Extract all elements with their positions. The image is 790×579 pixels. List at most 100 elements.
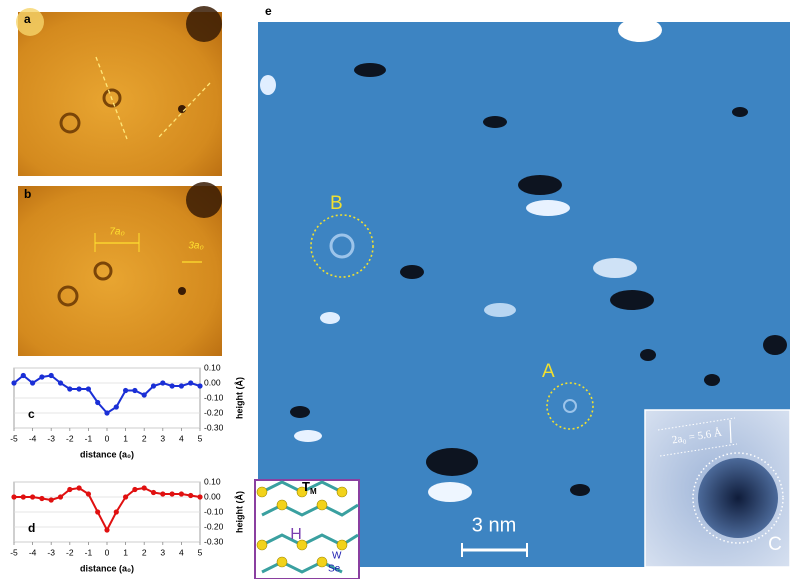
- atom: [257, 487, 267, 497]
- bright-defect: [593, 258, 637, 278]
- data-point: [104, 527, 109, 532]
- dark-defect: [354, 63, 386, 77]
- bright-defect: [484, 303, 516, 317]
- x-tick-label: -1: [85, 433, 93, 443]
- x-axis-label: distance (a₀): [80, 563, 134, 573]
- y-tick-label: -0.30: [204, 422, 224, 432]
- x-tick-label: 2: [142, 547, 147, 557]
- y-axis-label: height (Å): [234, 491, 244, 533]
- data-point: [142, 392, 147, 397]
- atom: [317, 500, 327, 510]
- data-point: [123, 388, 128, 393]
- panel-label: b: [24, 187, 31, 201]
- data-point: [39, 374, 44, 379]
- atom-label: T: [302, 479, 310, 494]
- dark-defect: [763, 335, 787, 355]
- x-tick-label: 0: [105, 547, 110, 557]
- y-tick-label: -0.30: [204, 536, 224, 546]
- y-tick-label: -0.20: [204, 521, 224, 531]
- data-point: [21, 494, 26, 499]
- panel-label: e: [265, 4, 272, 18]
- y-tick-label: 0.10: [204, 362, 221, 372]
- x-tick-label: -1: [85, 547, 93, 557]
- data-point: [49, 497, 54, 502]
- scale-bar-label: 3 nm: [472, 514, 516, 536]
- atom: [257, 540, 267, 550]
- dark-defect: [400, 265, 424, 279]
- site-label: A: [542, 361, 555, 382]
- x-tick-label: 4: [179, 433, 184, 443]
- data-point: [86, 491, 91, 496]
- panel-label: c: [28, 407, 35, 421]
- atom-label: W: [332, 551, 342, 562]
- x-tick-label: 1: [123, 547, 128, 557]
- data-point: [132, 388, 137, 393]
- x-tick-label: -3: [47, 433, 55, 443]
- data-point: [188, 493, 193, 498]
- x-tick-label: 4: [179, 547, 184, 557]
- data-point: [188, 380, 193, 385]
- page: {"chart_data": [ {"type": "line", "panel…: [0, 0, 790, 579]
- data-point: [151, 383, 156, 388]
- x-tick-label: 1: [123, 433, 128, 443]
- x-axis-label: distance (a₀): [80, 449, 134, 459]
- data-point: [58, 494, 63, 499]
- phase-label: H: [290, 526, 302, 543]
- spacing-label: 3a₀: [188, 241, 203, 252]
- dark-defect: [610, 290, 654, 310]
- data-point: [114, 404, 119, 409]
- x-tick-label: -4: [29, 547, 37, 557]
- atom-label-sub: M: [310, 487, 317, 496]
- bright-defect: [320, 312, 340, 324]
- dark-defect: [732, 107, 748, 117]
- panel-label: d: [28, 521, 35, 535]
- data-point: [179, 491, 184, 496]
- dark-spot: [186, 6, 222, 42]
- bright-defect: [428, 482, 472, 502]
- dark-defect: [704, 374, 720, 386]
- defect: [178, 287, 186, 295]
- data-point: [123, 494, 128, 499]
- dark-defect: [483, 116, 507, 128]
- site-label: C: [768, 534, 782, 555]
- data-point: [11, 494, 16, 499]
- atom: [337, 487, 347, 497]
- data-point: [77, 485, 82, 490]
- data-point: [197, 383, 202, 388]
- bright-defect: [618, 18, 662, 42]
- x-tick-label: 3: [160, 547, 165, 557]
- data-point: [179, 383, 184, 388]
- data-point: [114, 509, 119, 514]
- x-tick-label: -5: [10, 433, 18, 443]
- x-tick-label: -3: [47, 547, 55, 557]
- bright-defect: [294, 430, 322, 442]
- data-point: [39, 496, 44, 501]
- x-tick-label: 5: [198, 547, 203, 557]
- dark-defect: [570, 484, 590, 496]
- y-tick-label: 0.10: [204, 476, 221, 486]
- x-tick-label: -2: [66, 433, 74, 443]
- data-point: [160, 491, 165, 496]
- data-point: [30, 494, 35, 499]
- atom: [277, 500, 287, 510]
- y-tick-label: -0.20: [204, 407, 224, 417]
- data-point: [132, 487, 137, 492]
- dark-defect: [290, 406, 310, 418]
- data-point: [170, 491, 175, 496]
- figure: a 7a₀ 3a₀ b B A e 3 nm: [0, 0, 790, 579]
- x-tick-label: 2: [142, 433, 147, 443]
- data-point: [197, 494, 202, 499]
- dark-defect: [640, 349, 656, 361]
- data-point: [142, 485, 147, 490]
- data-point: [95, 509, 100, 514]
- y-axis-label: height (Å): [234, 377, 244, 419]
- bright-defect: [526, 200, 570, 216]
- data-point: [95, 400, 100, 405]
- atom-label: Se: [328, 564, 341, 575]
- y-tick-label: 0.00: [204, 491, 221, 501]
- atom: [277, 557, 287, 567]
- y-tick-label: -0.10: [204, 506, 224, 516]
- data-point: [11, 380, 16, 385]
- spacing-label: 7a₀: [109, 227, 124, 238]
- bright-defect: [260, 75, 276, 95]
